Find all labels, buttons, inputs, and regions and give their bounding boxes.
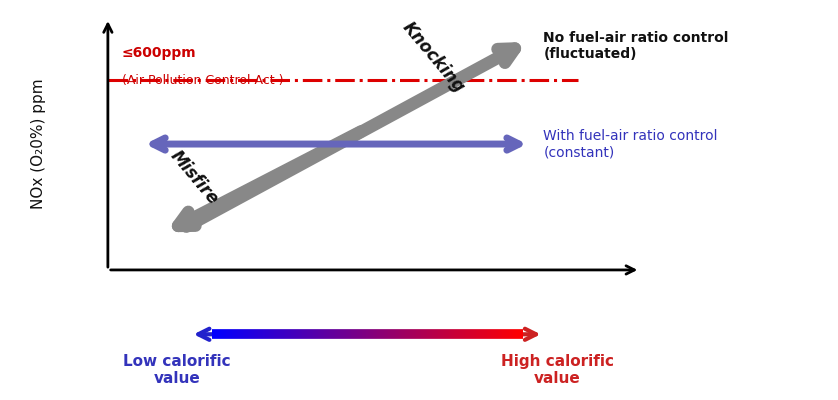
Text: Misfire: Misfire [167, 147, 222, 208]
Text: NOx (O₂0%) ppm: NOx (O₂0%) ppm [31, 79, 46, 209]
Text: (Air Pollution Control Act ): (Air Pollution Control Act ) [122, 74, 283, 87]
Text: With fuel-air ratio control
(constant): With fuel-air ratio control (constant) [544, 129, 718, 159]
Text: Knocking: Knocking [398, 18, 468, 96]
Text: ≤600ppm: ≤600ppm [122, 46, 196, 60]
Text: High calorific
value: High calorific value [501, 354, 613, 386]
Text: Low calorific
value: Low calorific value [123, 354, 230, 386]
Text: No fuel-air ratio control
(fluctuated): No fuel-air ratio control (fluctuated) [544, 31, 729, 61]
